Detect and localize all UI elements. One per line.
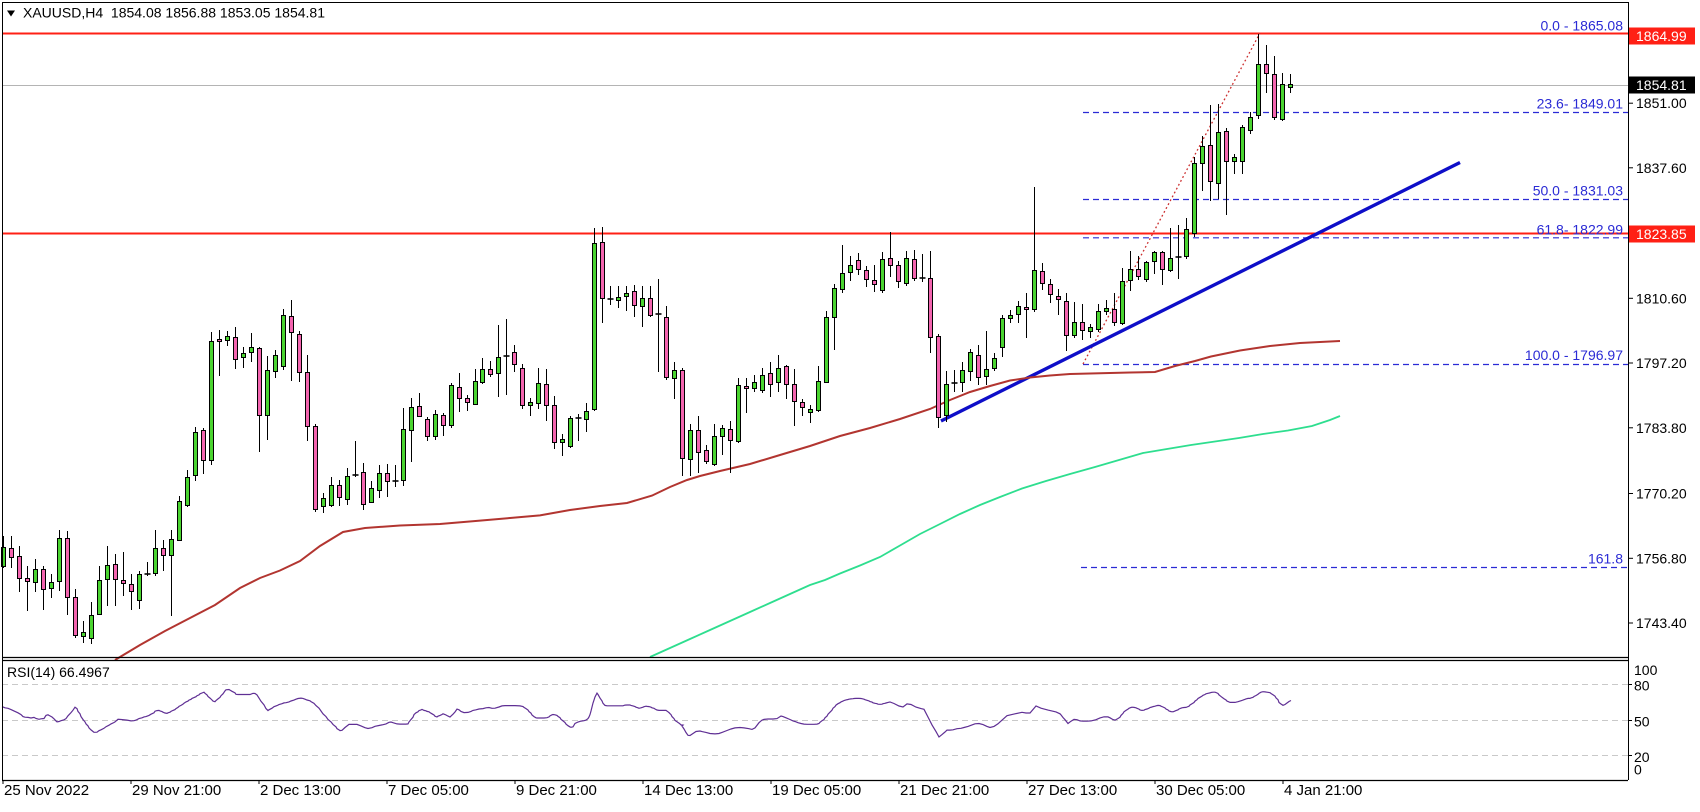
svg-text:80: 80 [1634,678,1650,694]
svg-text:61.8- 1822.99: 61.8- 1822.99 [1537,221,1624,237]
svg-text:XAUUSD,H4 1854.08 1856.88 185: XAUUSD,H4 1854.08 1856.88 1853.05 1854.8… [23,5,325,21]
svg-text:20: 20 [1634,749,1650,765]
svg-text:161.8: 161.8 [1588,550,1623,566]
svg-text:1797.20: 1797.20 [1636,355,1687,371]
svg-text:25 Nov 2022: 25 Nov 2022 [4,782,89,799]
svg-text:19 Dec 05:00: 19 Dec 05:00 [772,782,861,799]
svg-text:21 Dec 21:00: 21 Dec 21:00 [900,782,989,799]
svg-text:1810.60: 1810.60 [1636,290,1687,306]
svg-text:RSI(14) 66.4967: RSI(14) 66.4967 [7,664,110,680]
svg-text:1743.40: 1743.40 [1636,615,1687,631]
svg-text:100.0 - 1796.97: 100.0 - 1796.97 [1525,347,1623,363]
svg-text:30 Dec 05:00: 30 Dec 05:00 [1156,782,1245,799]
svg-text:1851.00: 1851.00 [1636,95,1687,111]
svg-text:27 Dec 13:00: 27 Dec 13:00 [1028,782,1117,799]
svg-text:0: 0 [1634,762,1642,778]
svg-text:1770.20: 1770.20 [1636,486,1687,502]
svg-text:1864.99: 1864.99 [1636,28,1687,44]
svg-text:1756.80: 1756.80 [1636,550,1687,566]
svg-text:7 Dec 05:00: 7 Dec 05:00 [388,782,469,799]
svg-text:9 Dec 21:00: 9 Dec 21:00 [516,782,597,799]
svg-text:1823.85: 1823.85 [1636,226,1687,242]
svg-text:29 Nov 21:00: 29 Nov 21:00 [132,782,221,799]
svg-text:0.0 - 1865.08: 0.0 - 1865.08 [1540,18,1623,34]
svg-text:50.0 - 1831.03: 50.0 - 1831.03 [1533,183,1624,199]
svg-text:1854.81: 1854.81 [1636,77,1687,93]
svg-text:23.6- 1849.01: 23.6- 1849.01 [1537,96,1624,112]
svg-text:2 Dec 13:00: 2 Dec 13:00 [260,782,341,799]
svg-text:1783.80: 1783.80 [1636,420,1687,436]
svg-text:14 Dec 13:00: 14 Dec 13:00 [644,782,733,799]
svg-text:50: 50 [1634,714,1650,730]
svg-text:1837.60: 1837.60 [1636,160,1687,176]
svg-text:4 Jan 21:00: 4 Jan 21:00 [1284,782,1362,799]
svg-text:100: 100 [1634,662,1658,678]
